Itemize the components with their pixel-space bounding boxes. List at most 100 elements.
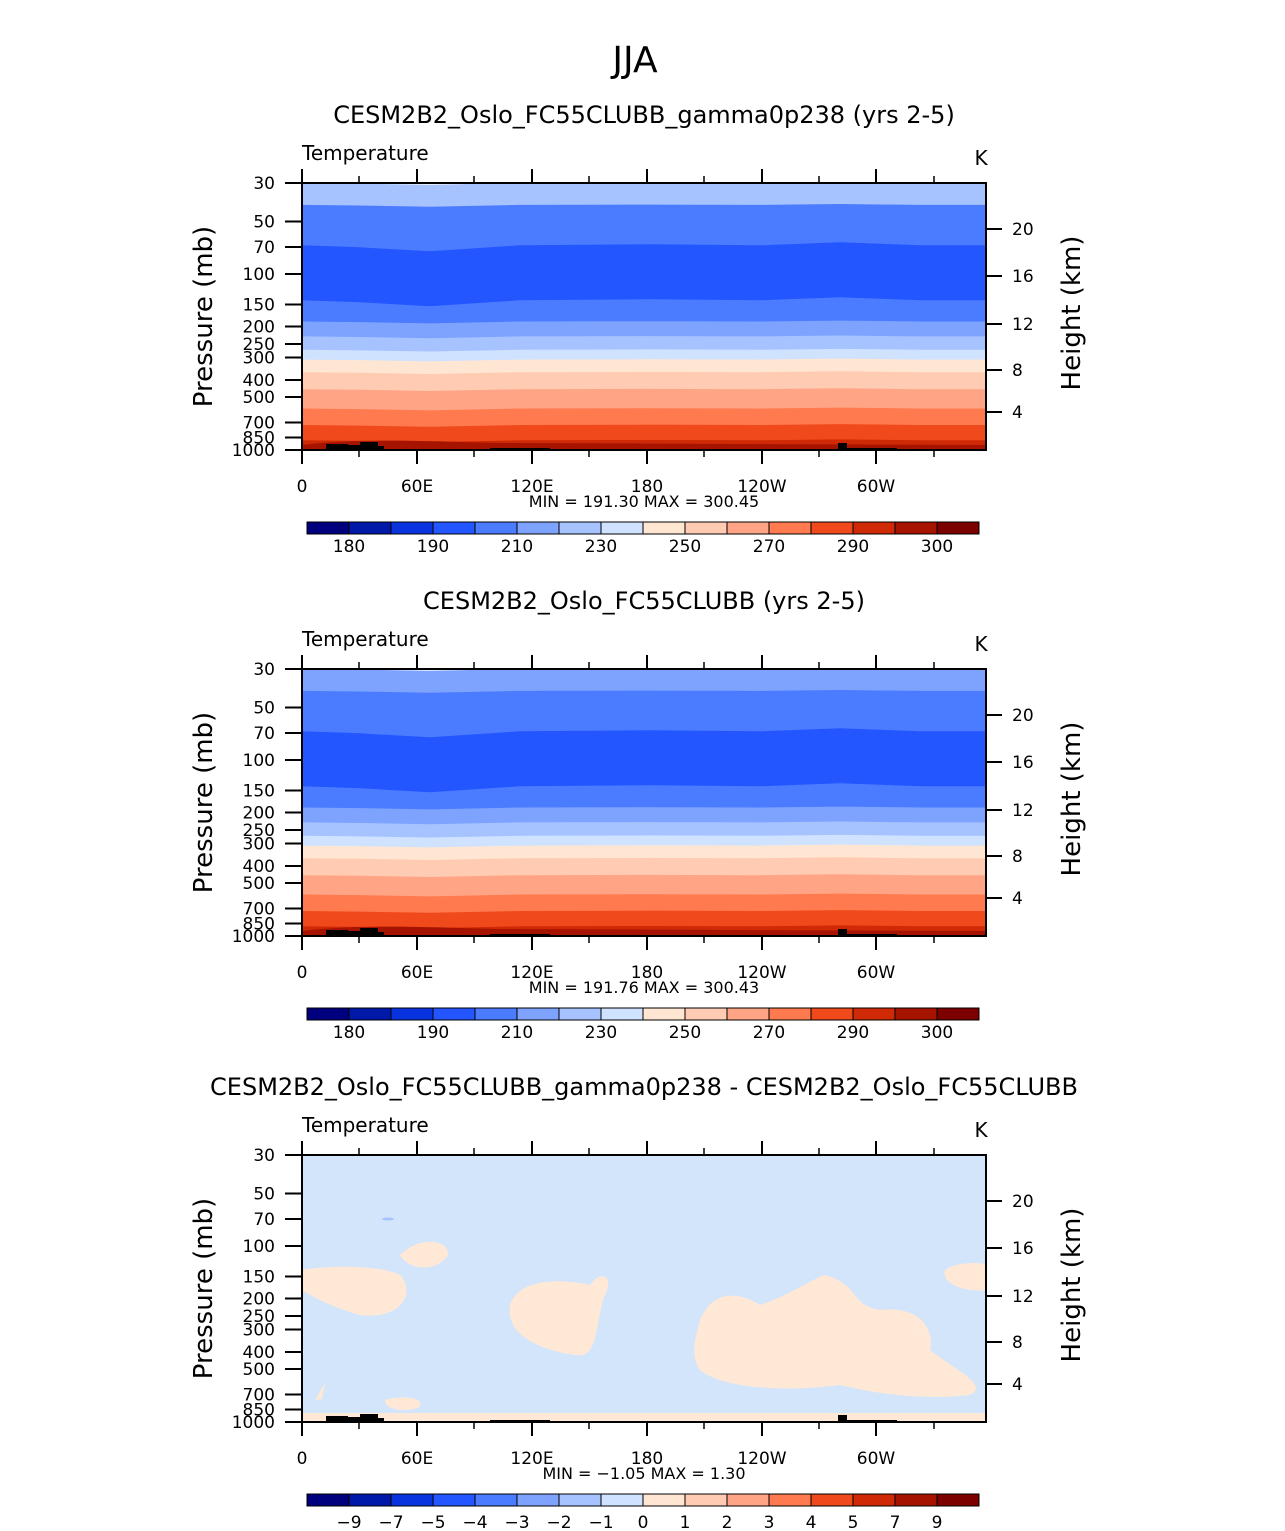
colorbar-swatch: [306, 1493, 350, 1507]
y2-tick-label: 4: [1012, 403, 1023, 423]
colorbar-label: −7: [378, 1513, 403, 1531]
x-tick-label: 120E: [510, 477, 553, 497]
colorbar-swatch: [306, 1007, 350, 1021]
x-tick-label: 180: [631, 963, 663, 983]
colorbar-label: 210: [501, 1023, 533, 1043]
terrain-mark: [348, 931, 360, 936]
y-tick-label: 300: [243, 835, 275, 855]
terrain-mark: [348, 445, 360, 450]
y-axis-title: Pressure (mb): [189, 712, 219, 893]
units-label: K: [974, 1118, 988, 1142]
colorbar-swatch: [474, 1007, 518, 1021]
y2-tick-label: 8: [1012, 847, 1023, 867]
y2-tick-label: 4: [1012, 889, 1023, 909]
colorbar-label: 300: [921, 1023, 953, 1043]
plot-frame: [301, 668, 987, 937]
contour-band: [302, 407, 986, 428]
terrain-mark: [838, 443, 847, 450]
panel-1: Temperature K CESM2B2_Oslo_FC55CLUBB_gamma…: [189, 101, 1087, 557]
y2-axis-title: Height (km): [1057, 1208, 1087, 1363]
y-tick-label: 30: [253, 1146, 275, 1166]
colorbar-label: 250: [669, 1023, 701, 1043]
x-tick-label: 120W: [737, 477, 786, 497]
contour-band: [302, 424, 986, 443]
x-tick-label: 60E: [401, 477, 433, 497]
y-tick-label: 50: [253, 213, 275, 233]
colorbar-swatch: [852, 1007, 896, 1021]
contour-field: [302, 669, 986, 936]
x-tick-label: 0: [297, 1449, 308, 1469]
contour-band: [302, 320, 986, 339]
colorbar-label: 290: [837, 1023, 869, 1043]
y-tick-label: 200: [243, 1290, 275, 1310]
colorbar-swatch: [852, 1493, 896, 1507]
variable-label: Temperature: [301, 1113, 429, 1137]
colorbar-swatch: [306, 521, 350, 535]
y-tick-label: 250: [243, 1307, 275, 1327]
colorbar-swatch: [474, 521, 518, 535]
colorbar-swatch: [684, 1493, 728, 1507]
colorbar-label: −3: [504, 1513, 529, 1531]
y-tick-label: 400: [243, 857, 275, 877]
x-tick-label: 60E: [401, 1449, 433, 1469]
units-label: K: [974, 632, 988, 656]
y-tick-label: 850: [243, 915, 275, 935]
x-tick-label: 60W: [857, 1449, 896, 1469]
contour-band: [302, 926, 986, 936]
colorbar-swatch: [516, 1493, 560, 1507]
terrain-mark: [360, 928, 378, 936]
y-tick-label: 50: [253, 699, 275, 719]
colorbar-label: 5: [848, 1513, 859, 1531]
contour-band: [302, 874, 986, 897]
y2-tick-label: 8: [1012, 1333, 1023, 1353]
x-tick-label: 120E: [510, 1449, 553, 1469]
contour-band: [302, 669, 986, 694]
contour-band: [302, 728, 986, 793]
colorbar-swatch: [642, 521, 686, 535]
y-tick-label: 150: [243, 296, 275, 316]
plot-frame: [301, 182, 987, 451]
panel-title: CESM2B2_Oslo_FC55CLUBB_gamma0p238 - CESM…: [210, 1073, 1078, 1101]
colorbar-label: 250: [669, 537, 701, 557]
contour-band: [302, 783, 986, 810]
colorbar-label: 230: [585, 1023, 617, 1043]
contour-band: [302, 834, 986, 848]
y-tick-label: 30: [253, 660, 275, 680]
y-tick-label: 700: [243, 1386, 275, 1406]
y-tick-label: 150: [243, 782, 275, 802]
y-tick-label: 70: [253, 238, 275, 258]
colorbar-label: −2: [546, 1513, 571, 1531]
colorbar-swatch: [432, 521, 476, 535]
variable-label: Temperature: [301, 627, 429, 651]
y-tick-label: 200: [243, 804, 275, 824]
x-tick-label: 120E: [510, 963, 553, 983]
contour-band: [302, 183, 986, 208]
x-tick-label: 60E: [401, 963, 433, 983]
colorbar-swatch: [894, 1493, 938, 1507]
colorbar-swatch: [726, 1493, 770, 1507]
contour-field: [302, 1155, 986, 1422]
x-tick-label: 60W: [857, 477, 896, 497]
min-max-stats: MIN = 191.76 MAX = 300.43: [529, 978, 759, 997]
x-tick-label: 180: [631, 1449, 663, 1469]
colorbar-swatch: [432, 1007, 476, 1021]
colorbar-swatch: [348, 521, 392, 535]
contour-band: [302, 806, 986, 825]
contour-band: [302, 440, 986, 450]
contour-band: [302, 388, 986, 411]
terrain-mark: [326, 1416, 348, 1422]
colorbar-swatch: [768, 521, 812, 535]
y-tick-label: 70: [253, 1210, 275, 1230]
colorbar-swatch: [558, 1493, 602, 1507]
y-tick-label: 1000: [232, 927, 275, 947]
colorbar-swatch: [936, 1493, 980, 1507]
y-tick-label: 200: [243, 318, 275, 338]
terrain-mark: [360, 1414, 378, 1422]
y-tick-label: 50: [253, 1185, 275, 1205]
contour-band: [302, 821, 986, 839]
y-tick-label: 500: [243, 874, 275, 894]
y2-tick-label: 8: [1012, 361, 1023, 381]
contour-band: [302, 910, 986, 929]
y2-axis-title: Height (km): [1057, 722, 1087, 877]
colorbar-swatch: [642, 1493, 686, 1507]
